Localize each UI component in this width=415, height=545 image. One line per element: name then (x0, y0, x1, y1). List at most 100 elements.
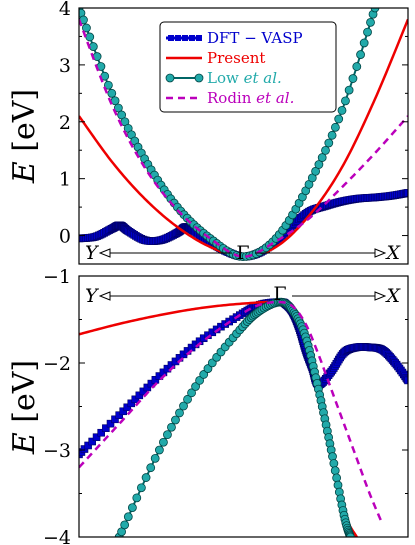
legend: DFT − VASP Present Low et al. Rodin et al. (159, 21, 337, 113)
top-point-low-et-al (317, 153, 327, 162)
top-point-low-et-al (348, 74, 358, 83)
top-point-low-et-al (324, 138, 334, 148)
bottom-series-low-et-al (114, 297, 355, 537)
bottom-point-low-et-al (346, 532, 355, 537)
bottom-point-dft-vasp (143, 383, 152, 392)
bottom-point-low-et-al (175, 408, 184, 418)
bottom-point-dft-vasp (84, 441, 92, 450)
top-point-low-et-al (103, 80, 113, 90)
top-point-low-et-al (366, 17, 375, 27)
bottom-gamma-label: Γ (273, 283, 286, 305)
bottom-plot-area (79, 297, 408, 537)
bottom-point-low-et-al (333, 480, 343, 490)
top-series-line-rodin-et-al (79, 18, 408, 258)
top-point-low-et-al (330, 122, 340, 132)
bottom-point-dft-vasp (88, 437, 96, 446)
bottom-point-dft-vasp (106, 419, 115, 428)
bottom-ytick-label: −2 (43, 353, 71, 375)
bottom-series-rodin-et-al (79, 300, 384, 525)
top-axes-frame (78, 7, 409, 265)
bottom-ytick-label: −3 (43, 440, 71, 462)
legend-swatch-marker (168, 35, 174, 41)
bottom-point-low-et-al (187, 388, 196, 398)
bottom-series-line-rodin-et-al (79, 300, 384, 525)
legend-item-low-et-al: Low et al. (165, 69, 282, 87)
top-point-low-et-al (107, 88, 117, 98)
legend-box (159, 21, 337, 113)
bottom-point-low-et-al (141, 473, 151, 482)
legend-label: Rodin et al. (207, 89, 294, 107)
top-y-ticks: 4 3 2 1 0 (59, 0, 408, 265)
bottom-point-dft-vasp (119, 407, 128, 416)
legend-item-dft-vasp: DFT − VASP (166, 29, 303, 47)
top-point-low-et-al (88, 42, 98, 51)
top-series-rodin-et-al (79, 18, 408, 258)
legend-label: Present (207, 49, 265, 67)
bottom-point-low-et-al (199, 370, 209, 379)
top-point-low-et-al (334, 114, 344, 124)
legend-swatch-marker (189, 35, 195, 41)
bottom-point-dft-vasp (404, 376, 408, 385)
bottom-point-dft-vasp (97, 428, 105, 437)
top-ytick-label: 4 (59, 0, 71, 20)
bottom-point-dft-vasp (115, 411, 123, 420)
bottom-point-low-et-al (191, 382, 200, 391)
bottom-y-ticks: −1 −2 −3 −4 (43, 266, 408, 545)
top-point-low-et-al (344, 85, 354, 95)
top-point-low-et-al (359, 38, 369, 48)
bottom-point-low-et-al (183, 394, 192, 404)
top-point-low-et-al (82, 23, 91, 33)
top-ytick-label: 3 (59, 55, 71, 77)
bottom-point-low-et-al (146, 463, 156, 473)
bottom-point-low-et-al (136, 483, 146, 493)
top-point-low-et-al (113, 103, 123, 113)
bottom-point-low-et-al (123, 512, 133, 522)
legend-swatch-marker (196, 35, 202, 41)
bottom-point-dft-vasp (135, 391, 144, 400)
top-ytick-label: 2 (59, 112, 71, 134)
bottom-point-low-et-al (154, 445, 164, 455)
top-ytick-label: 1 (59, 169, 71, 191)
bottom-point-low-et-al (195, 375, 205, 385)
legend-swatch-marker (182, 35, 188, 41)
bottom-ytick-label: −4 (43, 527, 71, 545)
bottom-point-dft-vasp (102, 424, 110, 432)
bottom-point-low-et-al (332, 473, 342, 483)
bottom-point-dft-vasp (111, 415, 119, 424)
bottom-point-low-et-al (159, 437, 168, 447)
top-point-low-et-al (321, 145, 330, 155)
bottom-point-dft-vasp (127, 399, 136, 408)
top-point-low-et-al (363, 27, 372, 37)
top-point-low-et-al (341, 96, 350, 106)
bottom-point-low-et-al (150, 453, 160, 463)
top-point-low-et-al (370, 8, 380, 13)
bottom-y-direction-label: Y (85, 285, 100, 307)
bottom-point-low-et-al (163, 430, 172, 440)
bottom-point-low-et-al (330, 466, 340, 476)
top-x-direction-label: X (384, 242, 401, 264)
top-gamma-label: Γ (236, 242, 249, 264)
legend-label: DFT − VASP (207, 29, 303, 47)
top-point-dft-vasp (404, 189, 408, 197)
top-y-direction-label: Y (85, 242, 100, 264)
top-point-low-et-al (327, 130, 337, 140)
legend-swatch-marker (165, 73, 175, 83)
top-point-low-et-al (337, 106, 347, 115)
legend-item-present: Present (166, 49, 265, 67)
top-point-low-et-al (356, 50, 365, 59)
legend-swatch-marker (175, 35, 181, 41)
bottom-ytick-label: −1 (43, 266, 71, 288)
bottom-point-dft-vasp (139, 387, 148, 396)
top-ylabel: E [eV] (7, 89, 42, 184)
bottom-ylabel: E [eV] (7, 360, 42, 455)
bottom-point-low-et-al (120, 520, 130, 530)
top-point-low-et-al (85, 32, 95, 42)
legend-swatch-marker (194, 73, 204, 83)
bottom-point-low-et-al (127, 503, 137, 513)
bottom-point-low-et-al (329, 459, 339, 468)
legend-item-rodin-et-al: Rodin et al. (166, 89, 294, 107)
bottom-point-low-et-al (171, 415, 180, 425)
bottom-point-low-et-al (179, 401, 188, 411)
top-ytick-label: 0 (59, 226, 71, 248)
